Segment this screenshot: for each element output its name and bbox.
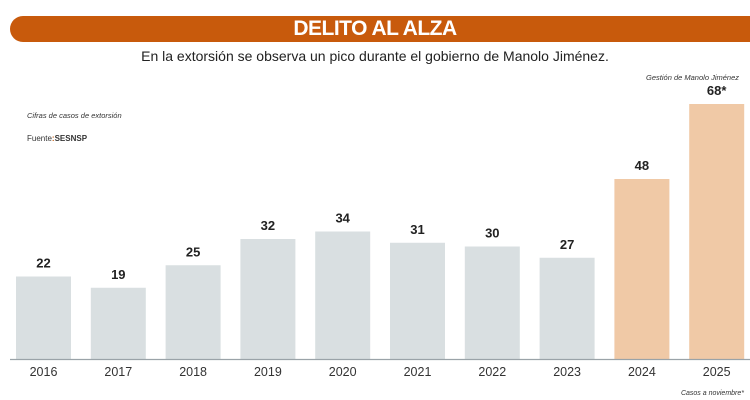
data-label-2023: 27 [560,237,574,252]
period-label: Gestión de Manolo Jiménez [646,73,739,82]
footnote: Casos a noviembre* [680,390,744,397]
data-label-2020: 34 [335,211,350,226]
x-tick-label-2018: 2018 [179,365,207,379]
data-label-2022: 30 [485,226,499,241]
bar-2016 [16,276,71,359]
data-label-2021: 31 [410,222,424,237]
x-tick-label-2025: 2025 [703,365,731,379]
bar-2020 [315,231,371,359]
data-label-2018: 25 [186,244,200,259]
x-tick-label-2020: 2020 [329,365,357,379]
bar-2022 [464,246,520,359]
x-tick-label-2019: 2019 [254,365,282,379]
data-label-2025: 68* [707,83,727,98]
bar-2025 [689,104,745,359]
bar-2019 [240,239,296,359]
bar-2017 [90,287,146,359]
x-tick-label-2017: 2017 [104,365,132,379]
x-tick-label-2016: 2016 [30,365,58,379]
bar-2023 [539,257,595,359]
source-label: Fuente [27,134,52,143]
data-label-2019: 32 [261,218,275,233]
x-tick-label-2024: 2024 [628,365,656,379]
x-tick-label-2023: 2023 [553,365,581,379]
bar-2018 [165,265,221,359]
units-note: Cifras de casos de extorsión [27,111,122,120]
chart-title: DELITO AL ALZA [293,17,457,40]
x-tick-label-2022: 2022 [478,365,506,379]
data-label-2016: 22 [36,256,50,271]
title-banner [10,16,750,42]
source-separator: : [51,134,55,143]
source-name: SESNSP [54,134,88,143]
source-note: Fuente:SESNSP [27,134,87,143]
x-tick-label-2021: 2021 [404,365,432,379]
bar-2024 [614,179,670,359]
chart-subtitle: En la extorsión se observa un pico duran… [141,48,609,64]
data-label-2017: 19 [111,267,125,282]
data-label-2024: 48 [635,158,649,173]
bar-2021 [390,242,445,359]
